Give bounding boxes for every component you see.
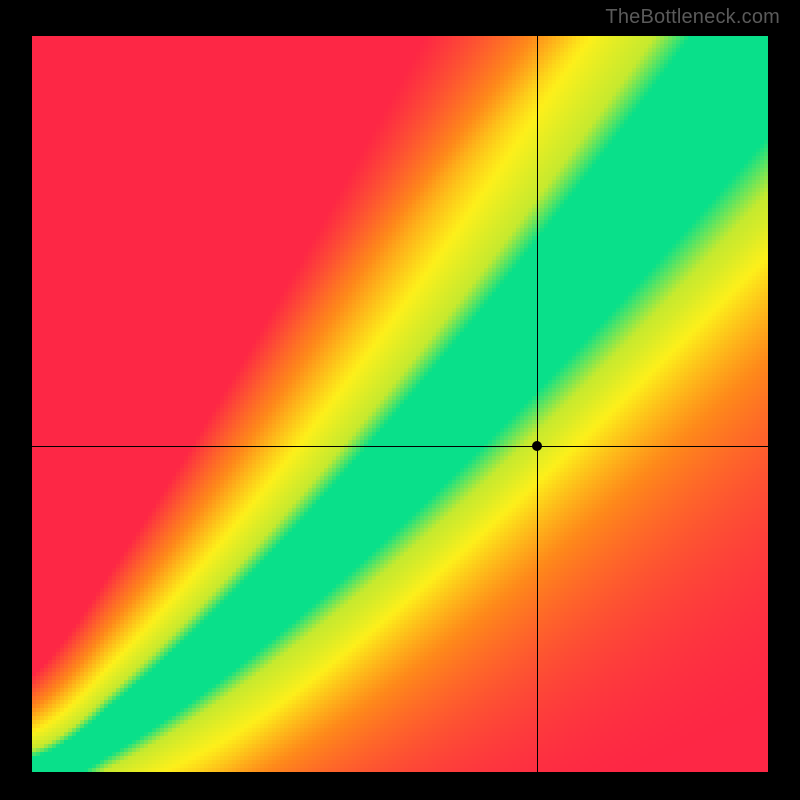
watermark-text: TheBottleneck.com — [605, 6, 780, 29]
heatmap-canvas — [32, 36, 768, 772]
crosshair-horizontal — [32, 446, 768, 447]
crosshair-marker — [532, 441, 542, 451]
bottleneck-heatmap — [32, 36, 768, 772]
crosshair-vertical — [537, 36, 538, 772]
